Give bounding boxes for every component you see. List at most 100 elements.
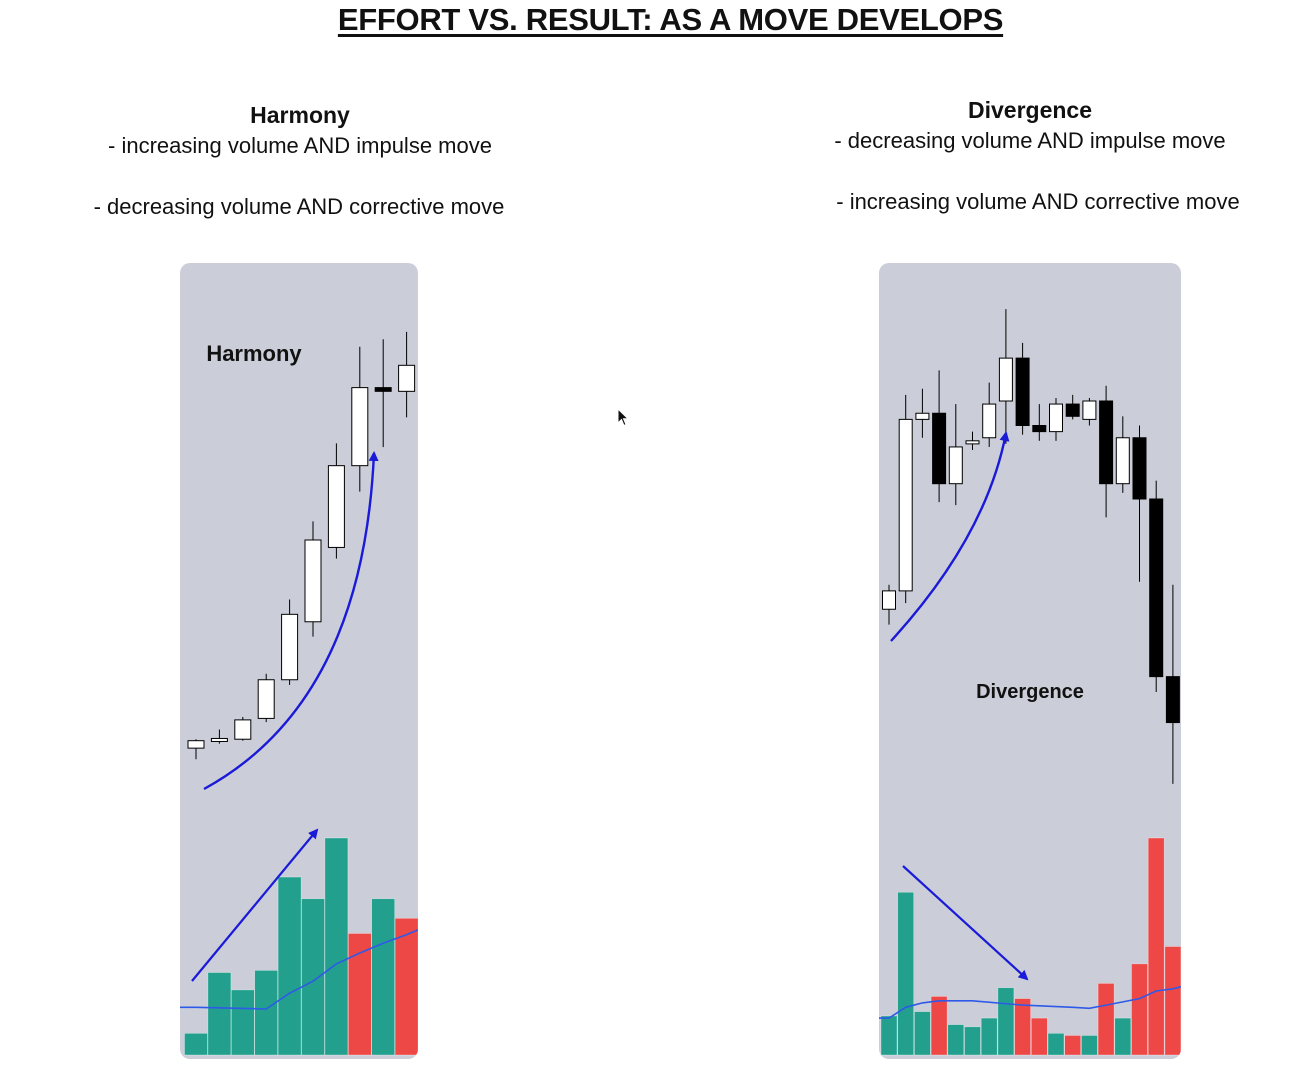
candlestick	[187, 739, 205, 760]
candlestick	[1165, 584, 1180, 784]
volume-average-line	[879, 986, 1181, 1019]
volume-arrow	[902, 865, 1029, 981]
candlestick	[1099, 385, 1114, 518]
volume-bar	[964, 1026, 981, 1056]
volume-bar	[1014, 998, 1031, 1056]
harmony-line-1: - increasing volume AND impulse move	[108, 133, 492, 158]
candlestick	[1115, 416, 1130, 493]
candle-body	[374, 387, 392, 392]
candle-body	[915, 412, 930, 420]
volume-bar	[1097, 983, 1115, 1056]
candlestick	[234, 716, 252, 741]
volume-bar	[897, 891, 915, 1056]
candle-body	[187, 740, 205, 749]
volume-bar	[324, 837, 349, 1056]
candlestick	[1015, 342, 1030, 435]
volume-bar	[277, 876, 302, 1056]
candlestick	[374, 339, 392, 448]
volume-bar	[184, 1032, 208, 1056]
candlestick	[398, 331, 416, 418]
candle-body	[304, 539, 322, 623]
page-title: EFFORT VS. RESULT: AS A MOVE DEVELOPS	[337, 2, 1004, 37]
volume-bar	[348, 933, 372, 1056]
candlestick	[898, 394, 913, 604]
candlestick	[304, 521, 322, 637]
candlestick	[1032, 404, 1047, 441]
candle-body	[1099, 400, 1114, 485]
volume-bar	[880, 1015, 898, 1056]
candlestick	[327, 443, 345, 559]
candlestick	[915, 388, 930, 438]
candlestick	[281, 599, 299, 685]
candle-body	[234, 719, 252, 740]
candle-body	[1015, 357, 1030, 426]
candle-body	[1165, 676, 1180, 724]
harmony-chart-label: Harmony	[206, 341, 302, 366]
divergence-chart-label: Divergence	[976, 681, 1084, 703]
candle-body	[932, 412, 947, 485]
volume-bar	[1081, 1035, 1098, 1056]
divergence-line-2: - increasing volume AND corrective move	[836, 189, 1240, 214]
divergence-line-1: - decreasing volume AND impulse move	[834, 128, 1226, 153]
candlestick	[257, 673, 275, 723]
candle-body	[1115, 437, 1130, 485]
volume-bar	[930, 996, 948, 1056]
candle-body	[1149, 498, 1164, 678]
chart-background	[879, 263, 1181, 1059]
volume-bar	[207, 972, 232, 1056]
volume-bar	[1131, 963, 1148, 1056]
candlestick	[1082, 397, 1097, 426]
candlestick	[1049, 397, 1063, 441]
volume-bar	[371, 898, 395, 1056]
impulse-arrow	[203, 451, 379, 791]
volume-bar	[301, 898, 325, 1056]
candlestick	[1132, 425, 1147, 582]
candle-body	[1132, 437, 1147, 500]
candlestick	[351, 346, 369, 492]
harmony-chart: Harmony	[180, 263, 418, 1059]
candle-body	[882, 590, 896, 610]
volume-bar	[1064, 1035, 1081, 1056]
volume-bar	[997, 987, 1015, 1056]
divergence-heading: Divergence	[967, 97, 1092, 123]
candlestick	[210, 729, 228, 744]
candle-body	[998, 357, 1013, 402]
mouse-cursor-icon	[617, 408, 629, 427]
candle-body	[398, 364, 416, 392]
impulse-arrow	[890, 431, 1010, 642]
harmony-line-2: - decreasing volume AND corrective move	[93, 194, 505, 219]
volume-average-line	[180, 922, 418, 1010]
volume-bar	[980, 1017, 998, 1056]
volume-bar	[914, 1011, 931, 1056]
candlestick	[932, 370, 947, 503]
candle-body	[257, 679, 275, 719]
candle-body	[1065, 403, 1080, 417]
candle-body	[948, 446, 963, 485]
candle-body	[327, 465, 345, 548]
volume-bar	[1164, 946, 1181, 1056]
candle-body	[1032, 425, 1047, 433]
volume-bar	[1114, 1017, 1132, 1056]
volume-bar	[947, 1024, 965, 1056]
candle-body	[1082, 400, 1097, 420]
candlestick	[1149, 480, 1164, 692]
volume-bar	[1047, 1032, 1065, 1056]
volume-bar	[230, 989, 255, 1056]
candlestick	[982, 382, 997, 447]
candle-body	[965, 440, 980, 445]
harmony-heading: Harmony	[250, 102, 350, 128]
candle-body	[351, 387, 369, 467]
candlestick	[1065, 394, 1080, 420]
volume-bar	[394, 917, 418, 1056]
candlestick	[998, 309, 1013, 444]
candle-body	[281, 613, 299, 681]
candle-body	[1049, 403, 1063, 433]
candle-body	[898, 418, 913, 592]
candle-body	[982, 403, 997, 439]
candlestick	[965, 431, 980, 450]
volume-bar	[1147, 837, 1165, 1056]
volume-arrow	[191, 828, 319, 982]
candlestick	[948, 404, 963, 506]
volume-bar	[1031, 1017, 1048, 1056]
divergence-chart: Divergence	[879, 263, 1181, 1059]
